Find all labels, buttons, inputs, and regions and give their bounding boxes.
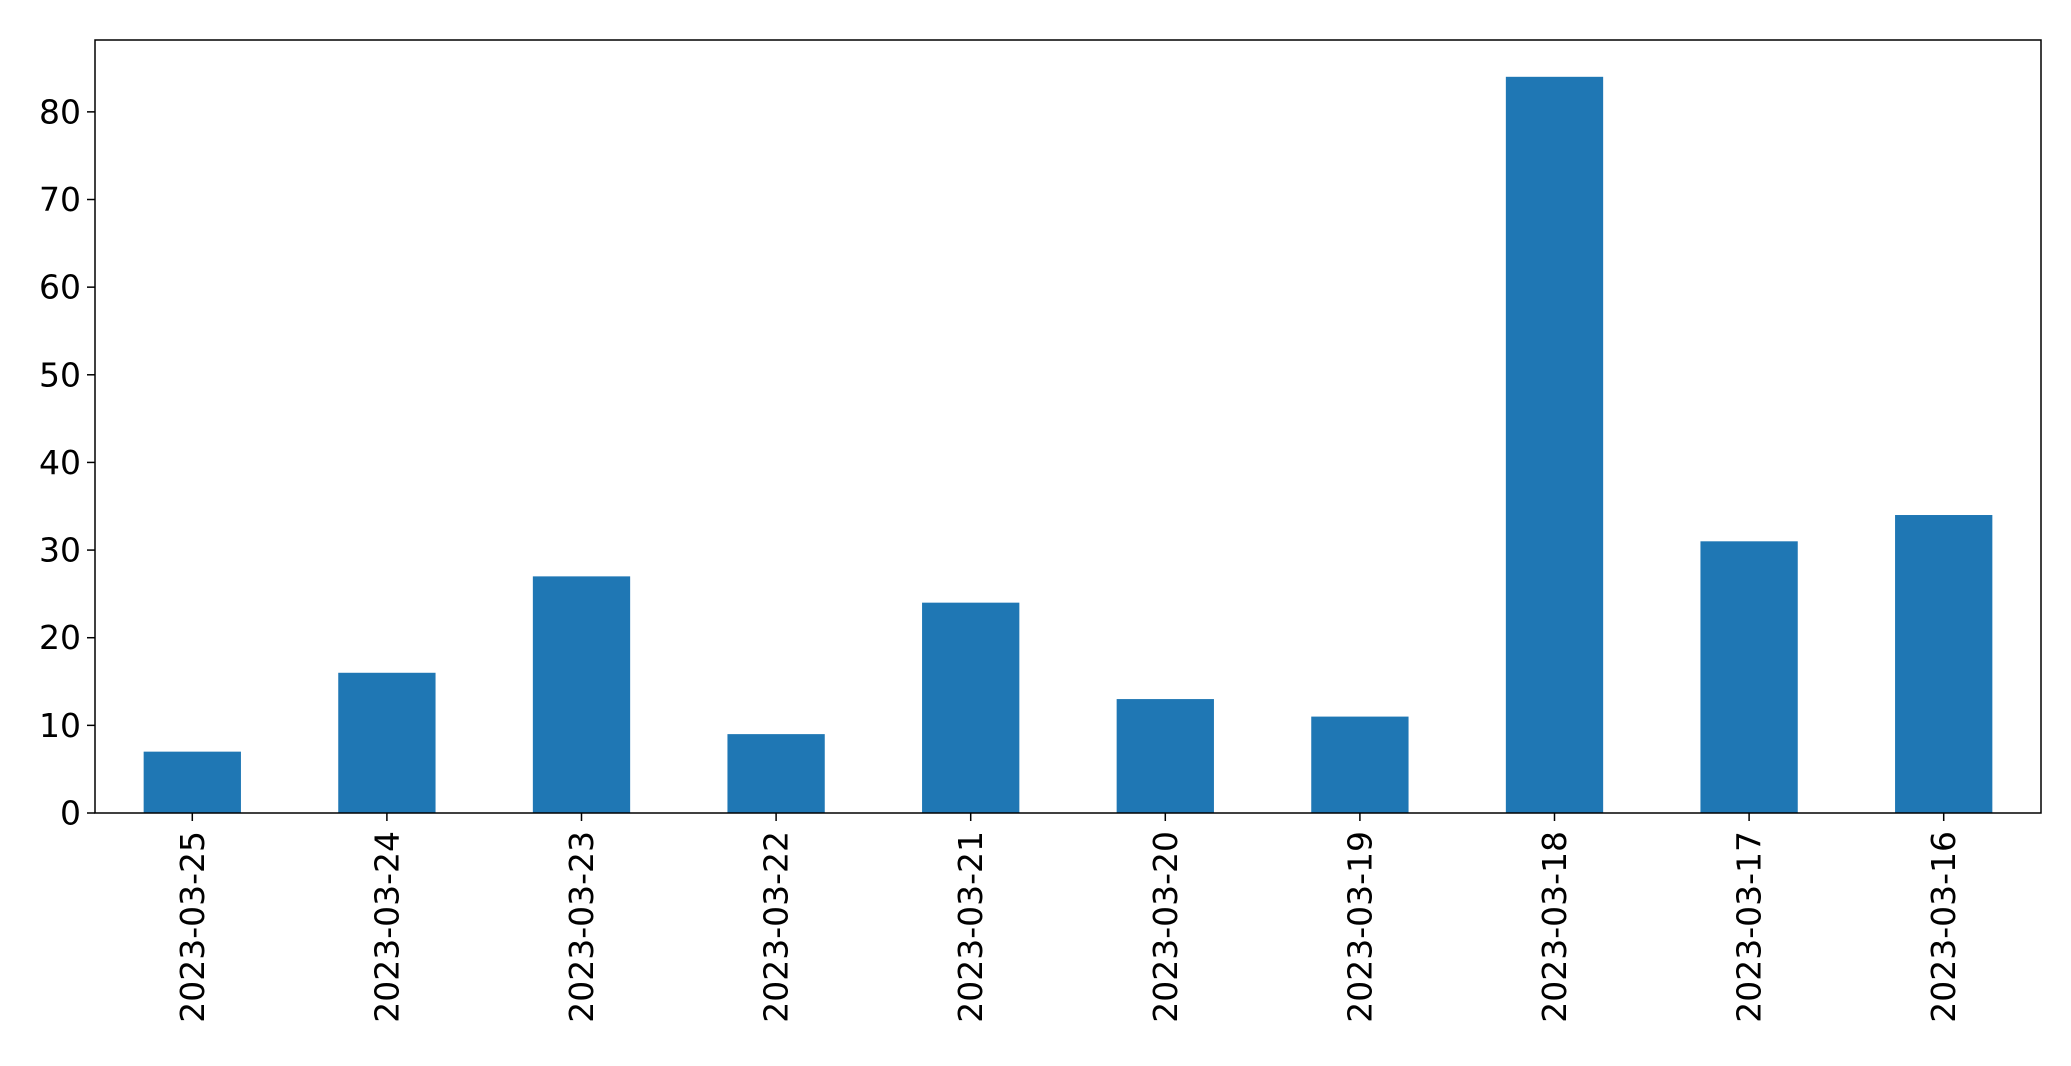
plot-frame bbox=[94, 39, 2042, 814]
y-axis: 0 10 20 30 40 50 60 70 80 bbox=[39, 92, 95, 833]
y-tick-label: 80 bbox=[39, 92, 81, 131]
y-tick-label: 60 bbox=[39, 268, 81, 307]
bar-2023-03-16 bbox=[1895, 515, 1993, 813]
x-tick-label: 2023-03-17 bbox=[1730, 831, 1769, 1023]
x-tick-label: 2023-03-25 bbox=[173, 831, 212, 1023]
y-tick-label: 50 bbox=[39, 355, 81, 394]
x-tick-label: 2023-03-16 bbox=[1924, 831, 1963, 1023]
x-tick-label: 2023-03-22 bbox=[757, 831, 796, 1023]
y-tick-label: 30 bbox=[39, 531, 81, 570]
y-tick-label: 10 bbox=[39, 706, 81, 745]
x-tick-label: 2023-03-24 bbox=[367, 831, 406, 1023]
x-axis: 2023-03-25 2023-03-24 2023-03-23 2023-03-22… bbox=[173, 813, 1963, 1023]
y-tick-label: 40 bbox=[39, 443, 81, 482]
x-tick-label: 2023-03-18 bbox=[1535, 831, 1574, 1023]
bar-2023-03-22 bbox=[727, 734, 825, 813]
bars-layer bbox=[143, 76, 1993, 814]
bar-2023-03-25 bbox=[143, 751, 241, 813]
x-tick-label: 2023-03-23 bbox=[562, 831, 601, 1023]
y-tick-label: 20 bbox=[39, 618, 81, 657]
bar-2023-03-24 bbox=[338, 672, 436, 813]
bar-2023-03-20 bbox=[1116, 699, 1214, 813]
y-tick-label: 70 bbox=[39, 180, 81, 219]
y-tick-label: 0 bbox=[60, 794, 81, 833]
bar-2023-03-21 bbox=[922, 602, 1020, 813]
x-tick-label: 2023-03-19 bbox=[1340, 831, 1379, 1023]
bar-2023-03-17 bbox=[1700, 541, 1798, 813]
bar-2023-03-23 bbox=[532, 576, 631, 813]
x-tick-label: 2023-03-20 bbox=[1146, 831, 1185, 1023]
bar-2023-03-19 bbox=[1311, 716, 1409, 813]
bar-2023-03-18 bbox=[1505, 76, 1604, 814]
x-tick-label: 2023-03-21 bbox=[951, 831, 990, 1023]
